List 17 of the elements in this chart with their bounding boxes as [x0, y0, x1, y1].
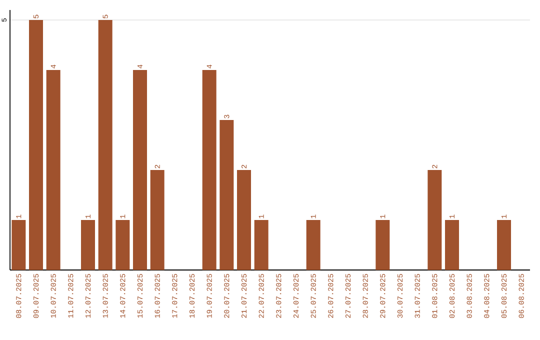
bar [81, 220, 96, 270]
bar [306, 220, 320, 270]
bar [98, 20, 112, 270]
bar [497, 220, 512, 270]
bar [29, 20, 44, 270]
bar [445, 220, 460, 270]
bar [46, 70, 60, 270]
bar [202, 70, 216, 270]
bar [220, 120, 234, 270]
bar [150, 170, 164, 270]
bar [428, 170, 442, 270]
bar [12, 220, 26, 270]
bar [133, 70, 148, 270]
bar [116, 220, 130, 270]
bar [376, 220, 390, 270]
bar [237, 170, 252, 270]
bar [254, 220, 268, 270]
